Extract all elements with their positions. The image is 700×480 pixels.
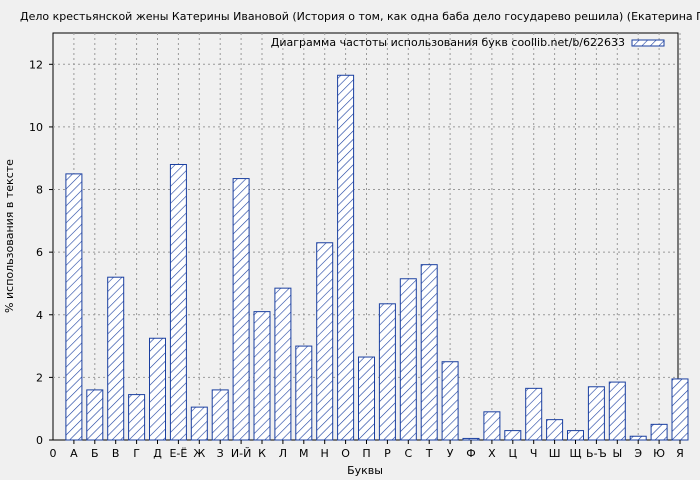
x-tick-label: Н <box>321 447 329 460</box>
x-tick-label: Ч <box>530 447 538 460</box>
bar-М <box>295 345 313 441</box>
x-axis-ticks: А Б В Г Д Е-Ё Ж З И-Й К Л М Н О П Р С Т У Ф Х Ц Ч Ш Щ Ь-Ъ Ы Э Ю Я <box>70 440 684 460</box>
bar-Ю <box>650 423 668 441</box>
x-tick-label: Ц <box>509 447 518 460</box>
bar-Б <box>86 389 104 441</box>
y-tick-label: 8 <box>36 184 43 197</box>
bar-Л <box>274 287 292 441</box>
bar-Ы <box>608 381 626 441</box>
x-tick-label: Л <box>279 447 287 460</box>
x-tick-label: Ю <box>653 447 665 460</box>
bar-Т <box>420 264 438 441</box>
y-axis-ticks: 0 2 4 6 8 10 12 <box>29 58 53 447</box>
bar-О <box>337 74 355 441</box>
bar-З <box>211 389 229 441</box>
bar-К <box>253 311 271 441</box>
x-axis-label: Буквы <box>347 464 383 477</box>
x-tick-label: Ш <box>549 447 561 460</box>
x-tick-label: Р <box>384 447 391 460</box>
bar-Н <box>316 242 334 441</box>
x-tick-label: Д <box>153 447 162 460</box>
bar-Ц <box>504 430 522 441</box>
x-tick-label: Э <box>634 447 642 460</box>
x-tick-label: Ь-Ъ <box>586 447 607 460</box>
legend-swatch <box>631 39 665 47</box>
x-tick-label: Я <box>676 447 684 460</box>
x-tick-label: С <box>404 447 412 460</box>
x-tick-label: Ф <box>466 447 475 460</box>
x-tick-label: Х <box>488 447 496 460</box>
x-tick-label: Щ <box>569 447 581 460</box>
x-tick-label: П <box>362 447 370 460</box>
chart-title: Дело крестьянской жены Катерины Ивановой… <box>20 10 700 23</box>
bar-Г <box>128 394 146 441</box>
bar-П <box>358 356 375 441</box>
x-tick-label: В <box>112 447 120 460</box>
bar-С <box>399 278 417 441</box>
bar-В <box>107 276 125 441</box>
y-tick-label: 6 <box>36 246 43 259</box>
x-tick-label: Ж <box>193 447 205 460</box>
y-tick-label: 10 <box>29 121 43 134</box>
x-axis-origin-label: 0 <box>50 447 57 460</box>
x-tick-label: И-Й <box>231 447 251 460</box>
x-tick-label: З <box>217 447 224 460</box>
x-tick-label: У <box>447 447 454 460</box>
grid <box>53 33 681 440</box>
bars <box>65 74 689 441</box>
legend-label: Диаграмма частоты использования букв coo… <box>271 36 625 49</box>
x-tick-label: Б <box>91 447 99 460</box>
y-tick-label: 0 <box>36 434 43 447</box>
bar-Я <box>671 378 689 441</box>
bar-Д <box>149 337 166 441</box>
bar-Э <box>629 435 647 441</box>
bar-У <box>441 361 459 441</box>
bar-Щ <box>567 430 584 441</box>
x-tick-label: Ы <box>612 447 622 460</box>
x-tick-label: Т <box>425 447 433 460</box>
x-tick-label: М <box>299 447 309 460</box>
y-tick-label: 4 <box>36 309 43 322</box>
bar-Р <box>378 303 396 441</box>
bar-Ж <box>190 406 208 441</box>
bar-Ч <box>525 387 543 441</box>
bar-А <box>65 173 83 441</box>
x-tick-label: Г <box>133 447 140 460</box>
x-tick-label: Е-Ё <box>169 447 187 460</box>
bar-И-Й <box>232 178 250 441</box>
bar-Ь-Ъ <box>587 386 605 441</box>
x-tick-label: О <box>341 447 350 460</box>
y-axis-label: % использования в тексте <box>3 159 16 313</box>
x-tick-label: А <box>70 447 78 460</box>
legend: Диаграмма частоты использования букв coo… <box>271 36 665 49</box>
bar-Ф <box>462 437 480 441</box>
x-tick-label: К <box>258 447 266 460</box>
y-tick-label: 12 <box>29 58 43 71</box>
bar-Х <box>483 411 501 441</box>
bar-Ш <box>546 419 564 441</box>
y-tick-label: 2 <box>36 371 43 384</box>
bar-Е-Ё <box>169 163 187 441</box>
